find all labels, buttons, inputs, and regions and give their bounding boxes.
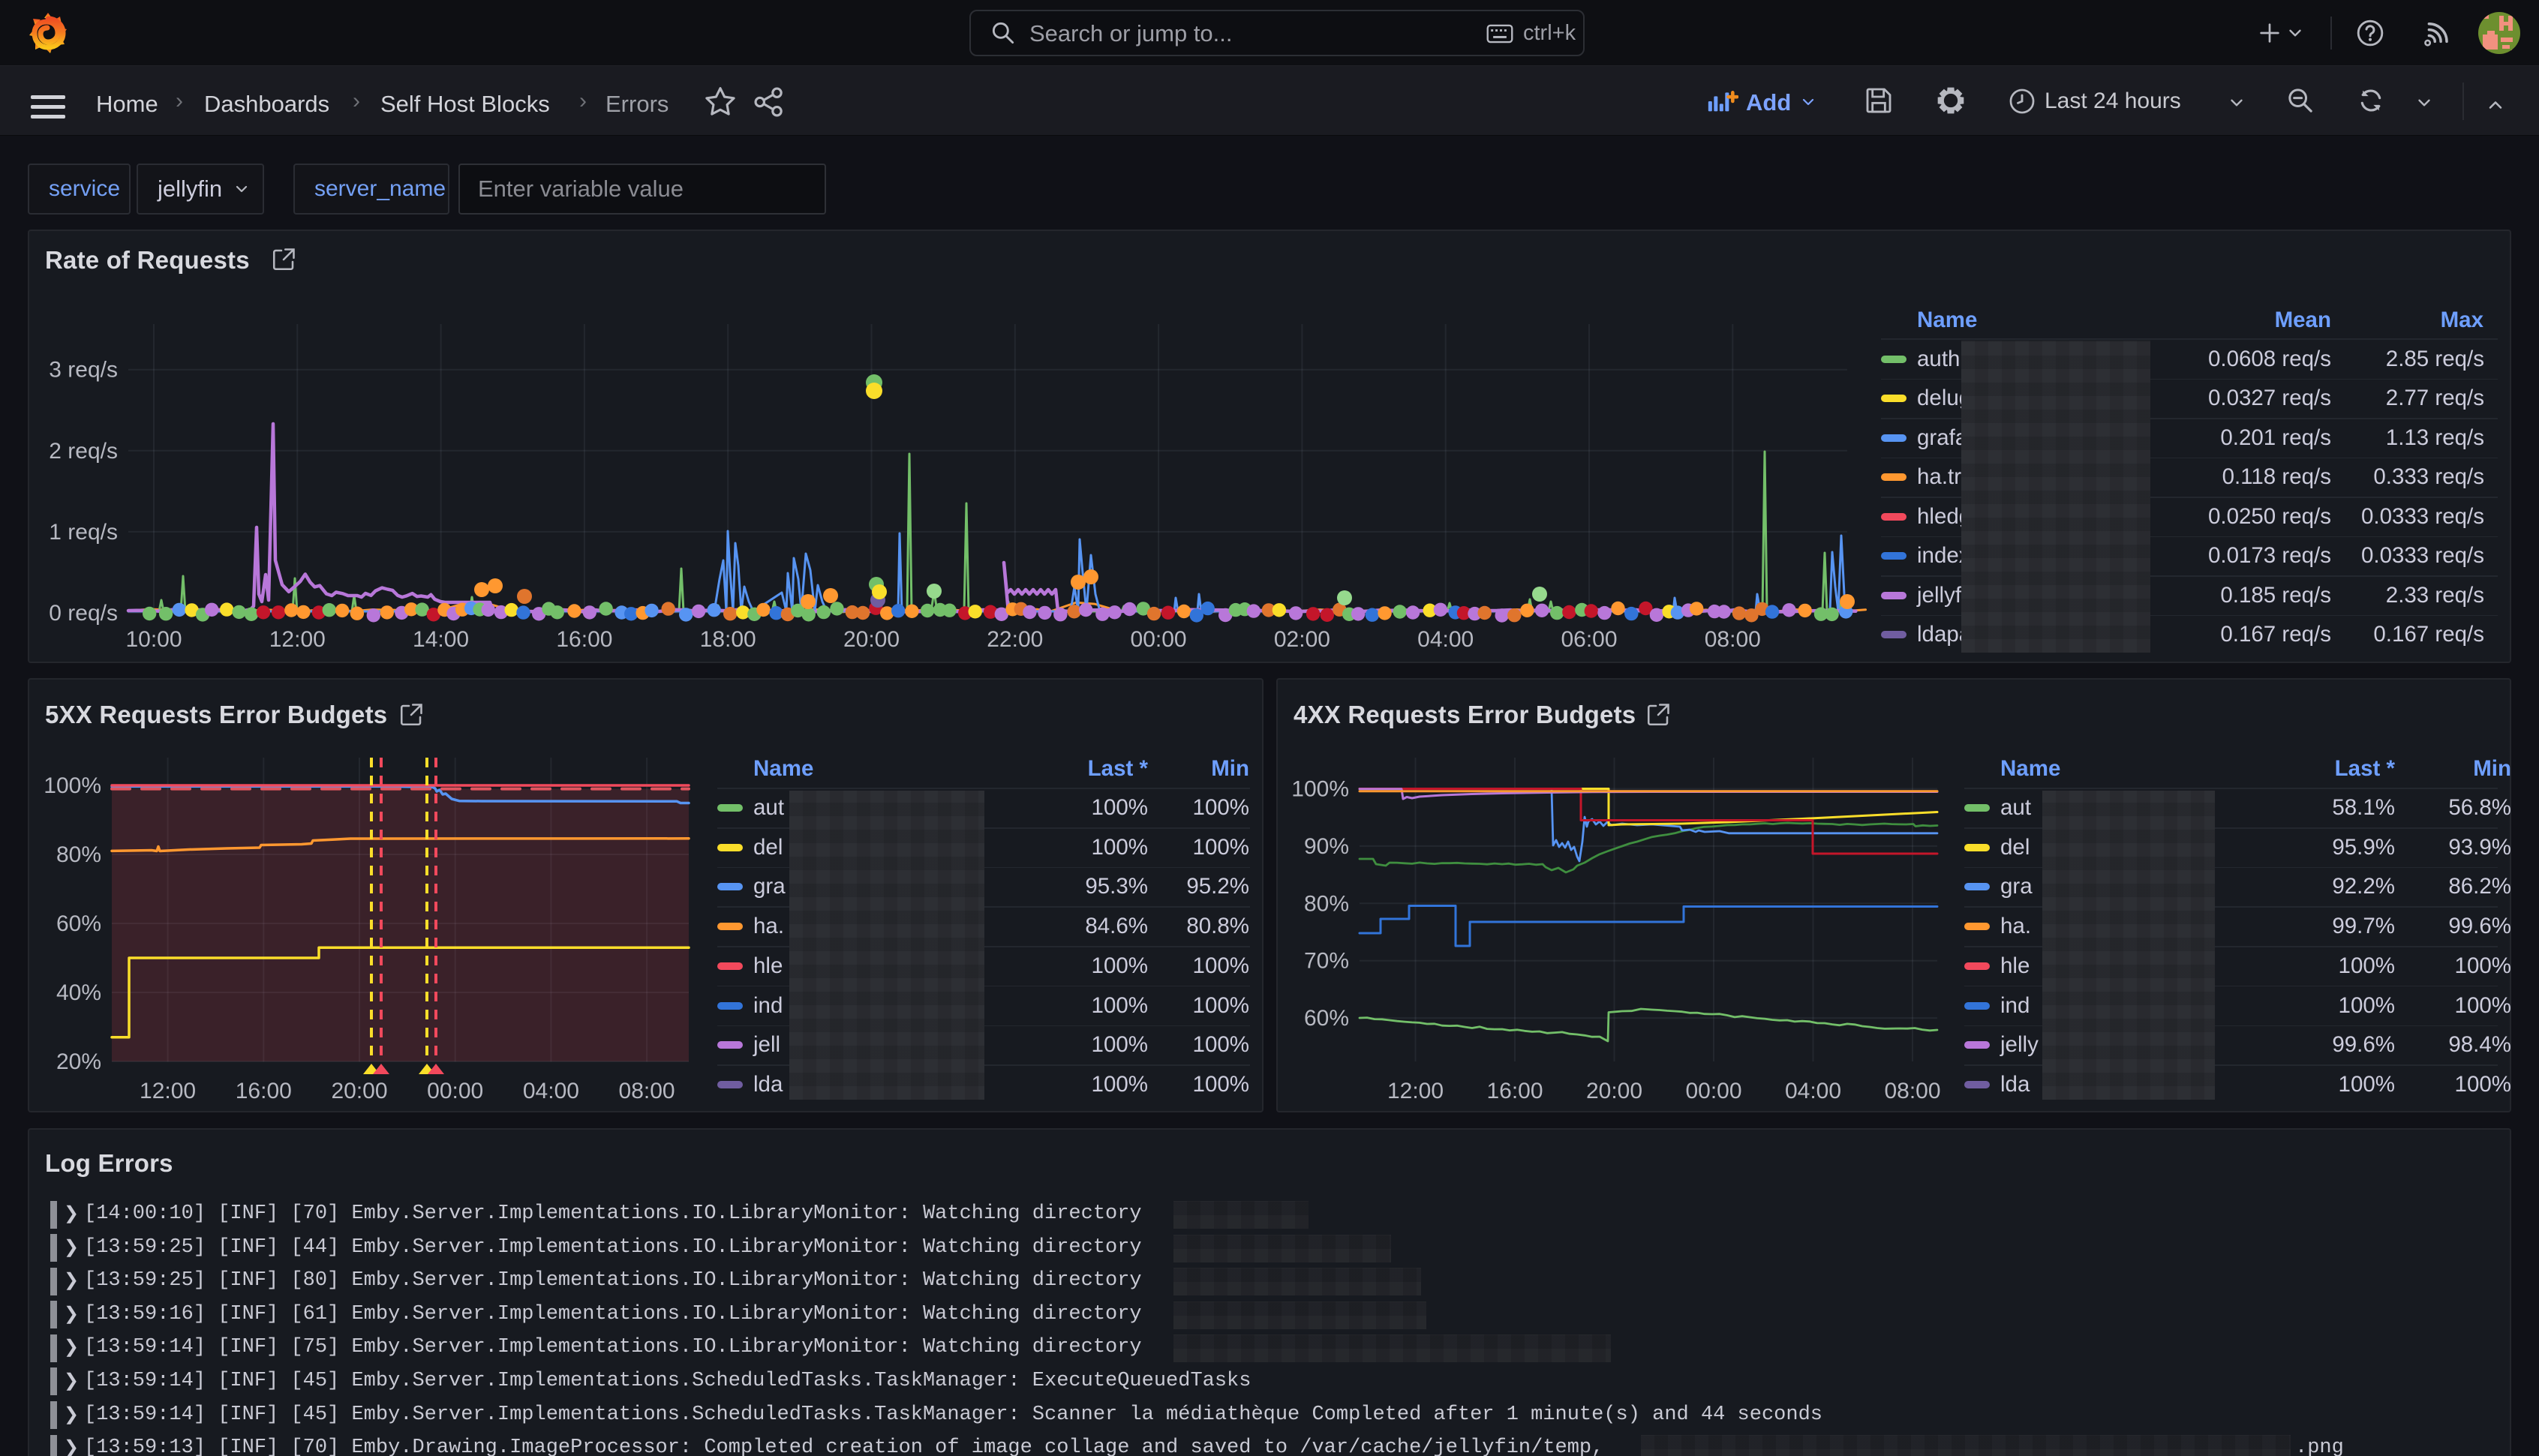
svg-text:12:00: 12:00 (269, 627, 326, 652)
svg-text:100%: 100% (1291, 777, 1349, 802)
svg-text:04:00: 04:00 (1785, 1079, 1841, 1103)
svg-text:16:00: 16:00 (236, 1079, 292, 1103)
svg-text:60%: 60% (1304, 1006, 1349, 1031)
svg-text:3 req/s: 3 req/s (49, 358, 118, 383)
svg-text:40%: 40% (56, 980, 101, 1005)
svg-text:12:00: 12:00 (140, 1079, 196, 1103)
svg-text:80%: 80% (56, 842, 101, 867)
svg-text:02:00: 02:00 (1274, 627, 1330, 652)
svg-text:0 req/s: 0 req/s (49, 601, 118, 626)
svg-text:80%: 80% (1304, 891, 1349, 916)
svg-text:20:00: 20:00 (843, 627, 900, 652)
svg-text:18:00: 18:00 (700, 627, 756, 652)
svg-text:00:00: 00:00 (1131, 627, 1187, 652)
svg-text:08:00: 08:00 (1705, 627, 1761, 652)
svg-text:08:00: 08:00 (619, 1079, 675, 1103)
svg-text:16:00: 16:00 (1486, 1079, 1543, 1103)
svg-text:60%: 60% (56, 911, 101, 936)
svg-text:08:00: 08:00 (1884, 1079, 1940, 1103)
svg-text:16:00: 16:00 (556, 627, 612, 652)
svg-text:12:00: 12:00 (1387, 1079, 1444, 1103)
svg-text:00:00: 00:00 (1685, 1079, 1741, 1103)
svg-text:90%: 90% (1304, 834, 1349, 859)
svg-text:00:00: 00:00 (427, 1079, 483, 1103)
svg-text:70%: 70% (1304, 949, 1349, 974)
svg-text:20:00: 20:00 (331, 1079, 387, 1103)
svg-text:1 req/s: 1 req/s (49, 520, 118, 545)
svg-text:20%: 20% (56, 1049, 101, 1074)
svg-text:04:00: 04:00 (523, 1079, 579, 1103)
svg-text:06:00: 06:00 (1561, 627, 1617, 652)
svg-text:22:00: 22:00 (987, 627, 1043, 652)
svg-text:04:00: 04:00 (1417, 627, 1474, 652)
svg-text:100%: 100% (44, 773, 101, 798)
svg-text:14:00: 14:00 (413, 627, 469, 652)
svg-text:2 req/s: 2 req/s (49, 439, 118, 464)
svg-text:20:00: 20:00 (1586, 1079, 1642, 1103)
svg-text:10:00: 10:00 (125, 627, 182, 652)
